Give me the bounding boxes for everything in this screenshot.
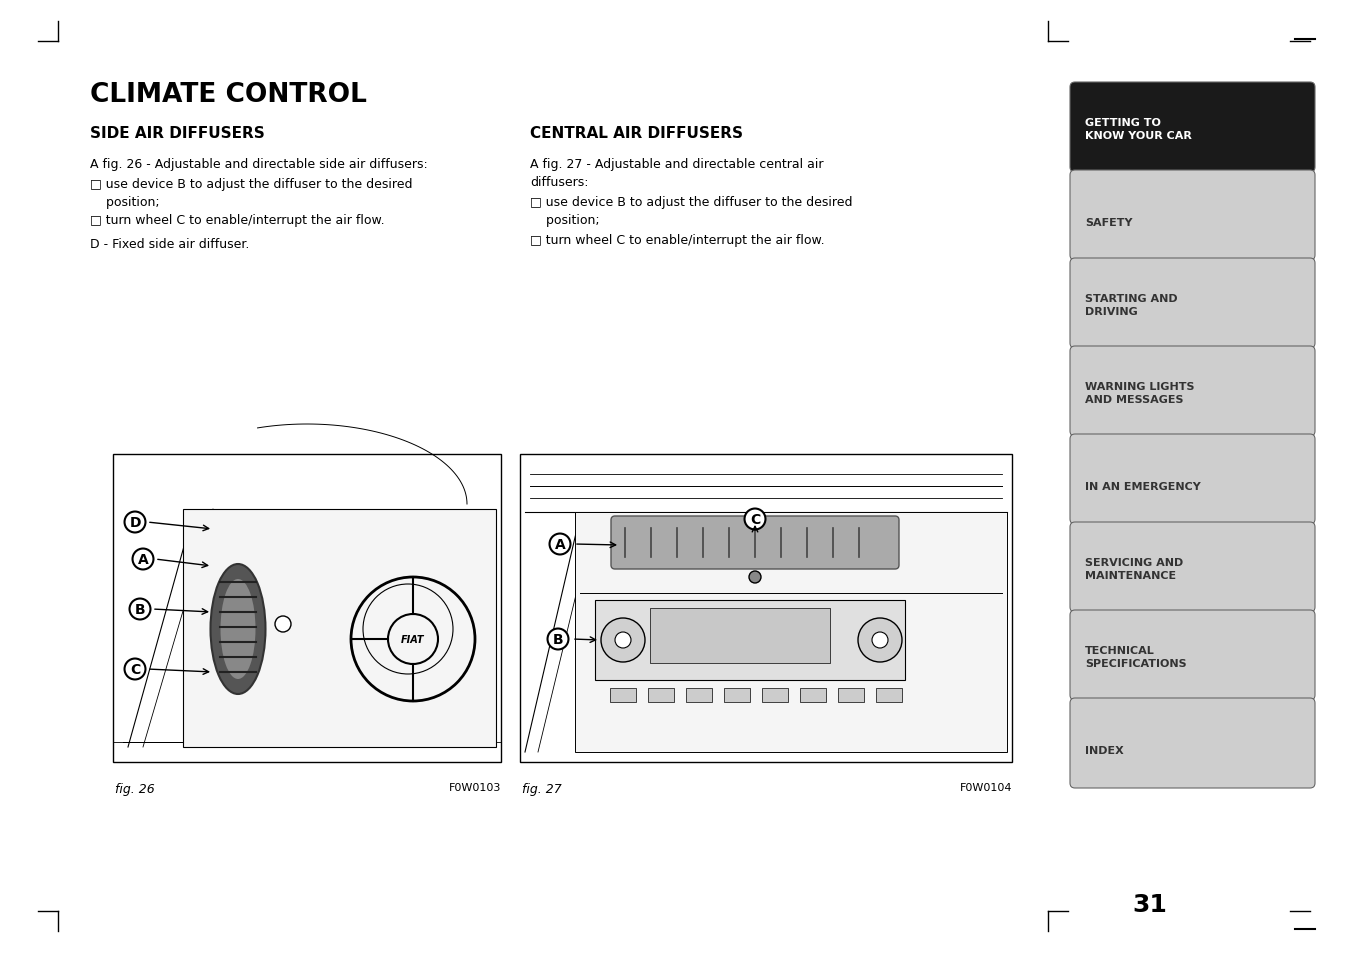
Text: □ use device B to adjust the diffuser to the desired: □ use device B to adjust the diffuser to… [531, 195, 852, 209]
Text: FIAT: FIAT [401, 635, 425, 644]
Bar [686, 688, 711, 702]
Text: B: B [552, 633, 563, 646]
FancyBboxPatch shape [1071, 522, 1315, 613]
Bar [876, 688, 902, 702]
FancyBboxPatch shape [1071, 171, 1315, 261]
FancyBboxPatch shape [1071, 83, 1315, 172]
Text: position;: position; [90, 195, 159, 209]
Text: A fig. 26 - Adjustable and directable side air diffusers:: A fig. 26 - Adjustable and directable si… [90, 158, 428, 171]
Text: SERVICING AND
MAINTENANCE: SERVICING AND MAINTENANCE [1085, 558, 1183, 580]
Bar [838, 688, 864, 702]
Text: F0W0104: F0W0104 [960, 782, 1012, 792]
Text: C: C [749, 513, 760, 526]
Bar [575, 513, 1007, 752]
Text: position;: position; [531, 213, 599, 227]
Bar [184, 510, 495, 747]
Circle shape [601, 618, 645, 662]
Text: SIDE AIR DIFFUSERS: SIDE AIR DIFFUSERS [90, 126, 265, 141]
Bar [761, 688, 788, 702]
Text: GETTING TO
KNOW YOUR CAR: GETTING TO KNOW YOUR CAR [1085, 118, 1192, 141]
FancyBboxPatch shape [1071, 435, 1315, 524]
Text: fig. 26: fig. 26 [115, 782, 155, 795]
Text: TECHNICAL
SPECIFICATIONS: TECHNICAL SPECIFICATIONS [1085, 645, 1187, 668]
Bar [610, 688, 636, 702]
Text: F0W0103: F0W0103 [448, 782, 501, 792]
Text: B: B [135, 602, 146, 617]
Text: D: D [130, 516, 140, 530]
Text: □ turn wheel C to enable/interrupt the air flow.: □ turn wheel C to enable/interrupt the a… [90, 213, 385, 227]
Bar [649, 608, 830, 663]
Text: WARNING LIGHTS
AND MESSAGES: WARNING LIGHTS AND MESSAGES [1085, 381, 1195, 405]
Text: □ use device B to adjust the diffuser to the desired: □ use device B to adjust the diffuser to… [90, 178, 413, 191]
FancyBboxPatch shape [1071, 699, 1315, 788]
Ellipse shape [220, 579, 255, 679]
Circle shape [616, 633, 630, 648]
Text: D - Fixed side air diffuser.: D - Fixed side air diffuser. [90, 237, 250, 251]
Text: A: A [138, 553, 148, 566]
Bar [595, 600, 904, 680]
Ellipse shape [211, 564, 266, 695]
FancyBboxPatch shape [1071, 610, 1315, 700]
Text: □ turn wheel C to enable/interrupt the air flow.: □ turn wheel C to enable/interrupt the a… [531, 233, 825, 247]
Text: 31: 31 [1133, 892, 1168, 916]
Text: SAFETY: SAFETY [1085, 218, 1133, 228]
Text: CENTRAL AIR DIFFUSERS: CENTRAL AIR DIFFUSERS [531, 126, 743, 141]
Bar [113, 455, 501, 762]
Circle shape [749, 572, 761, 583]
Bar [520, 455, 1012, 762]
Text: diffusers:: diffusers: [531, 175, 589, 189]
Text: A fig. 27 - Adjustable and directable central air: A fig. 27 - Adjustable and directable ce… [531, 158, 824, 171]
Circle shape [275, 617, 292, 633]
Circle shape [872, 633, 888, 648]
Bar [648, 688, 674, 702]
FancyBboxPatch shape [1071, 347, 1315, 436]
Text: CLIMATE CONTROL: CLIMATE CONTROL [90, 82, 367, 108]
FancyBboxPatch shape [1071, 258, 1315, 349]
Text: IN AN EMERGENCY: IN AN EMERGENCY [1085, 481, 1200, 492]
Bar [724, 688, 751, 702]
Text: A: A [555, 537, 566, 552]
Text: INDEX: INDEX [1085, 745, 1123, 755]
FancyBboxPatch shape [612, 517, 899, 569]
Bar [801, 688, 826, 702]
Text: C: C [130, 662, 140, 677]
Text: fig. 27: fig. 27 [522, 782, 562, 795]
Circle shape [859, 618, 902, 662]
Text: STARTING AND
DRIVING: STARTING AND DRIVING [1085, 294, 1177, 316]
